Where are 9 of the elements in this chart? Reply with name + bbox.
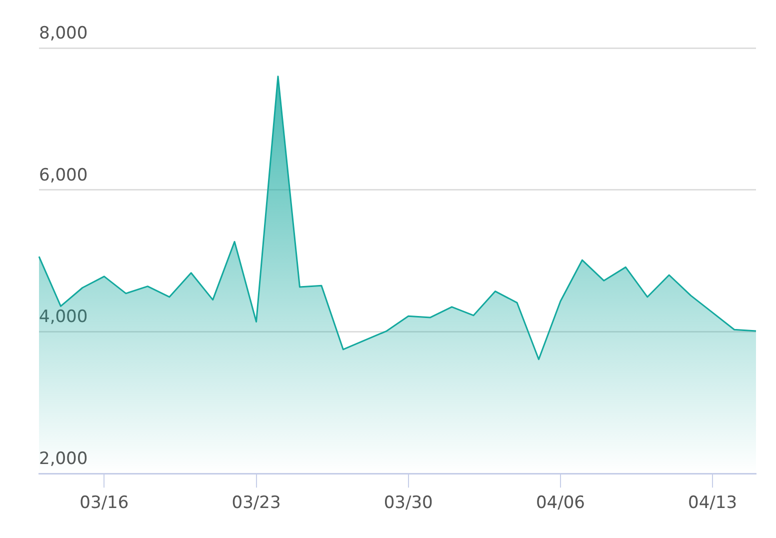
x-tick-label: 04/13 [688,493,738,514]
x-tick-label: 03/30 [384,493,433,514]
y-tick-label: 4,000 [39,307,88,328]
y-tick-label: 2,000 [39,449,88,470]
x-tick-label: 04/06 [536,493,585,514]
x-tick-label: 03/23 [232,493,281,514]
y-tick-label: 8,000 [39,23,88,44]
x-tick-label: 03/16 [80,493,129,514]
y-tick-label: 6,000 [39,165,88,186]
